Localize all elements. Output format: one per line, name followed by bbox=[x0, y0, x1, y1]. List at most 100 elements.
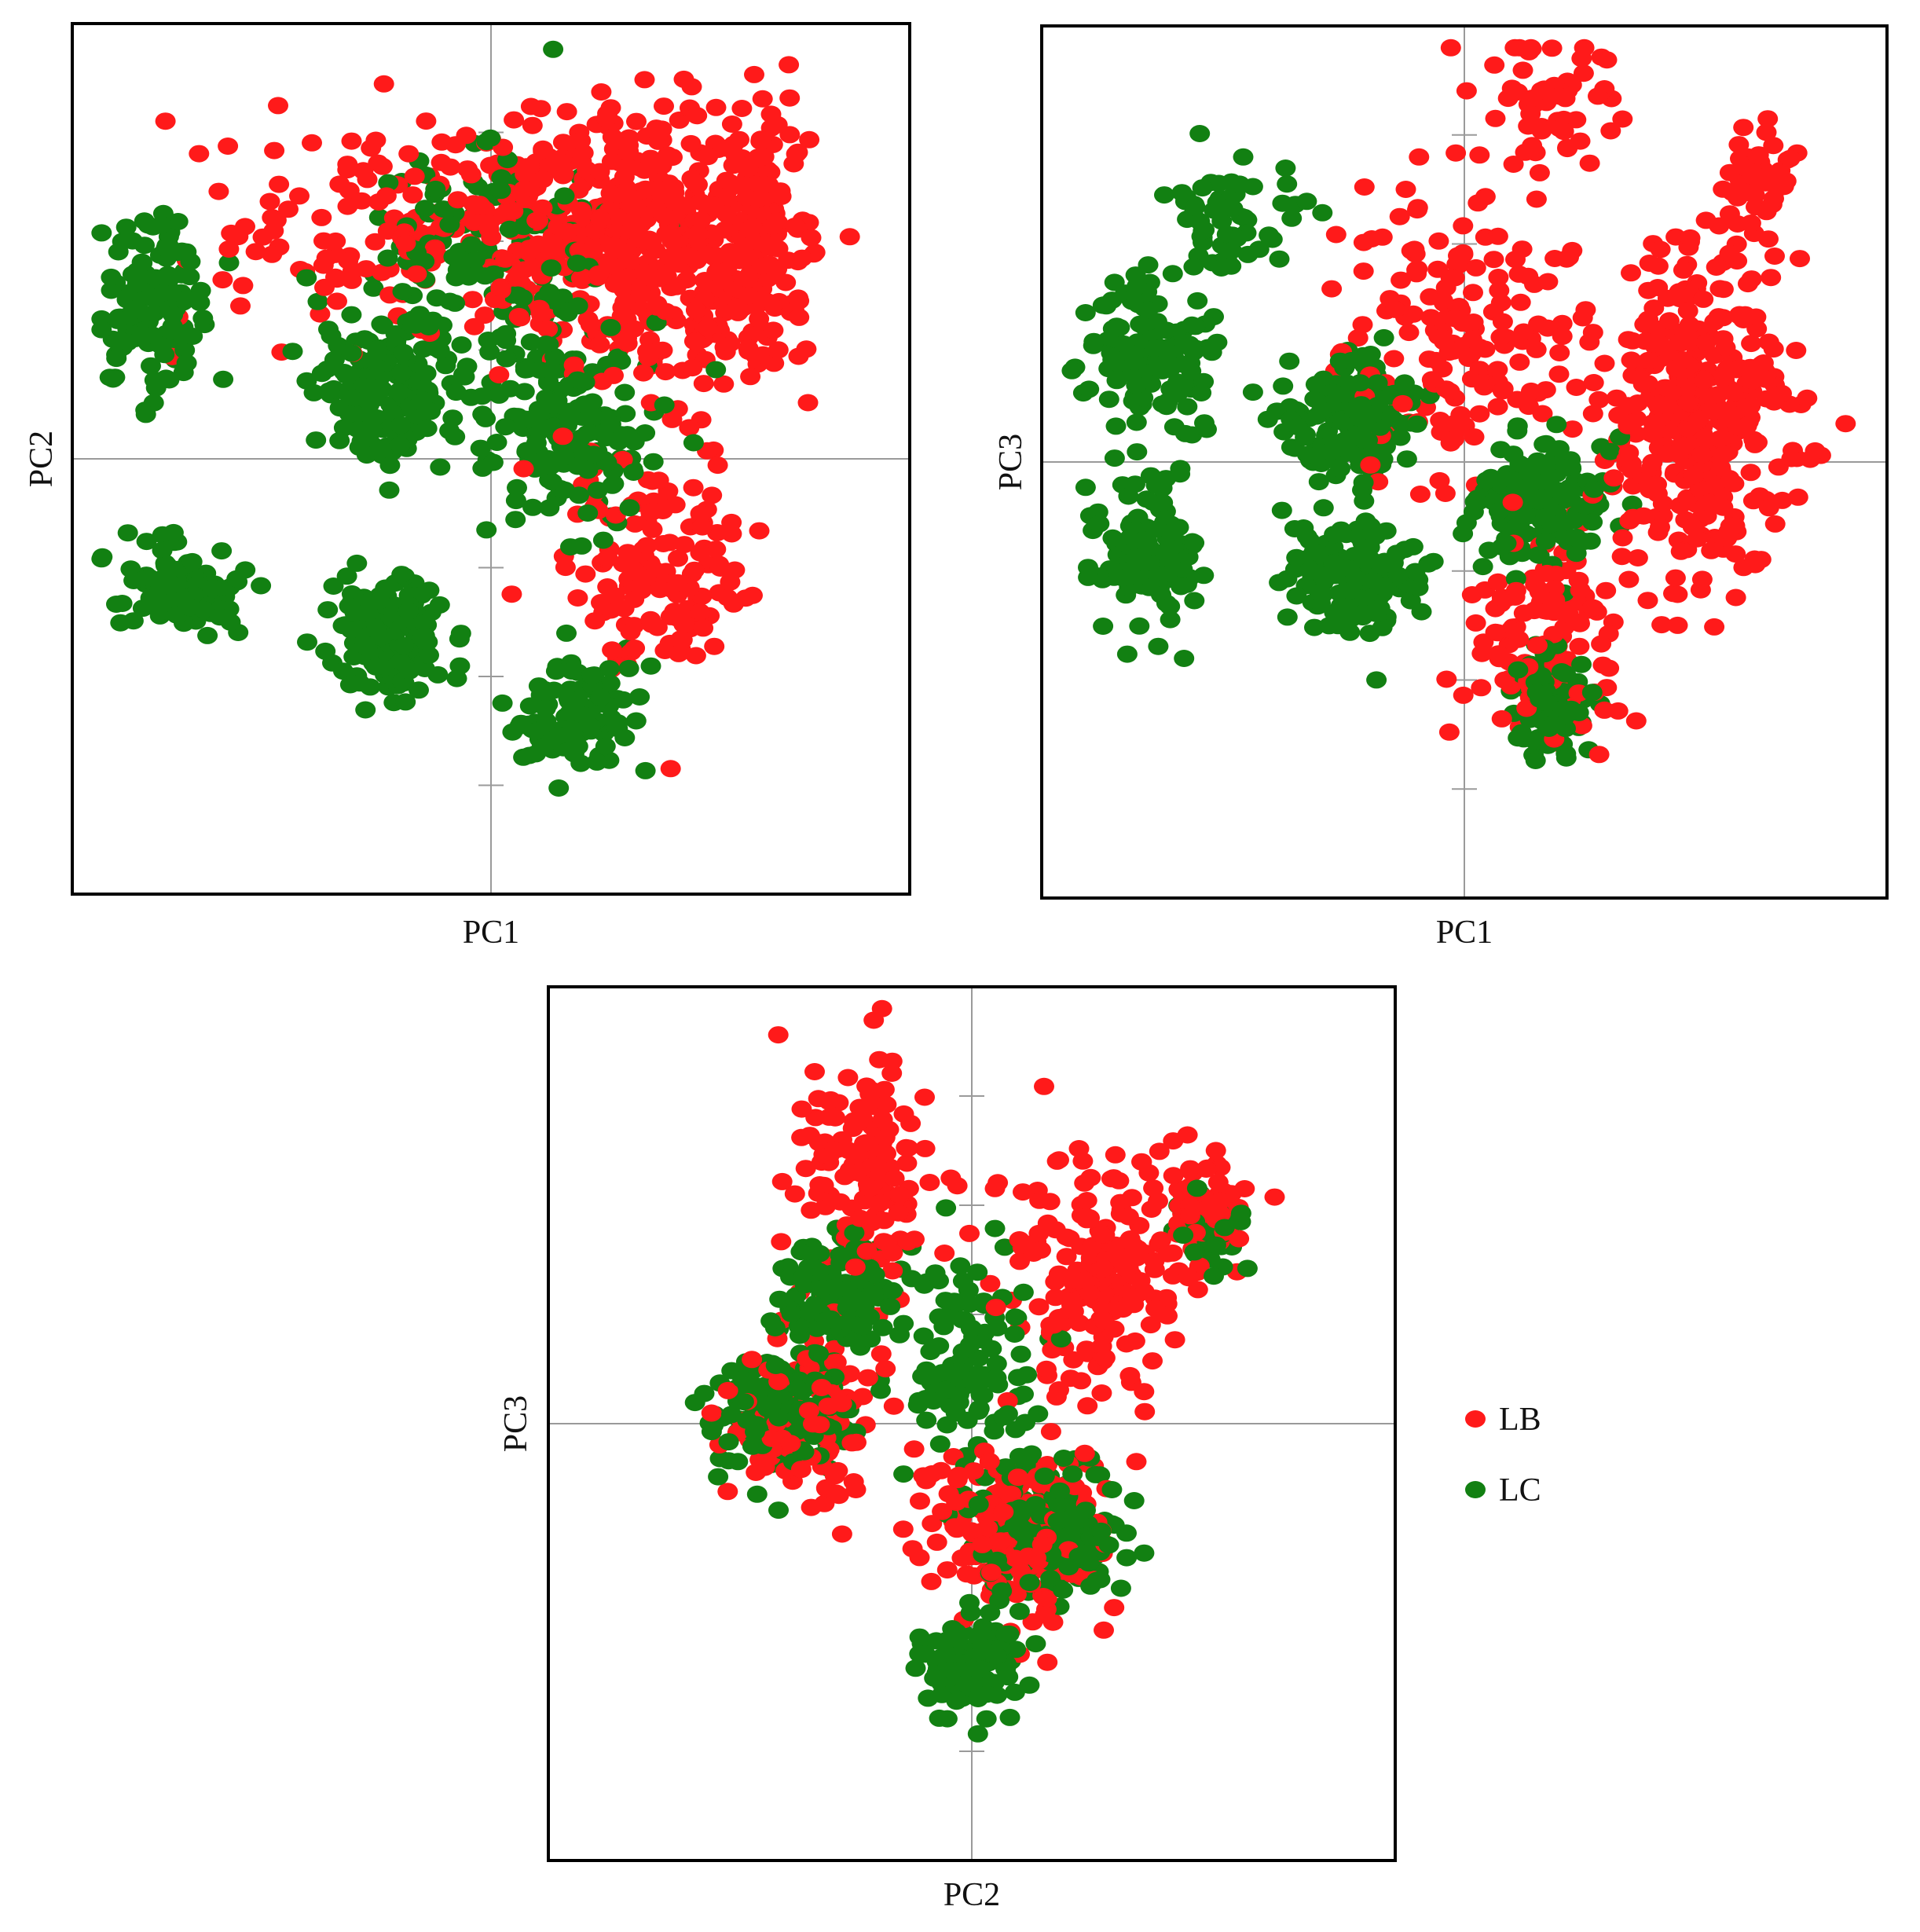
data-point-lb bbox=[705, 541, 727, 559]
data-point-lb bbox=[1131, 1153, 1152, 1171]
data-point-lc bbox=[1025, 1635, 1046, 1653]
data-point-lb bbox=[1562, 241, 1583, 259]
data-point-lb bbox=[1469, 146, 1490, 164]
data-point-lc bbox=[1171, 184, 1193, 202]
data-point-lc bbox=[1040, 1570, 1061, 1588]
data-point-lc bbox=[369, 592, 390, 610]
data-point-lc bbox=[486, 434, 507, 451]
data-point-lb bbox=[341, 132, 362, 150]
data-point-lb bbox=[640, 149, 661, 167]
data-point-lb bbox=[687, 225, 709, 243]
data-point-lb bbox=[1465, 614, 1486, 632]
data-point-lb bbox=[1497, 90, 1519, 108]
data-point-lb bbox=[1526, 340, 1547, 358]
data-point-lb bbox=[1040, 1423, 1061, 1441]
data-point-lc bbox=[1090, 1522, 1112, 1540]
data-point-lc bbox=[941, 1662, 962, 1679]
data-point-lc bbox=[590, 688, 611, 706]
data-point-lc bbox=[388, 383, 409, 401]
data-point-lb bbox=[1582, 599, 1603, 617]
data-point-lc bbox=[1555, 749, 1577, 767]
data-point-lc bbox=[426, 289, 447, 307]
data-point-lc bbox=[507, 478, 527, 497]
data-point-lb bbox=[1537, 273, 1559, 291]
data-point-lb bbox=[602, 128, 623, 146]
panel-pc2-pc3: PC2 PC3 bbox=[498, 985, 1397, 1913]
data-point-lb bbox=[1570, 581, 1591, 599]
data-point-lc bbox=[218, 254, 240, 272]
data-point-lb bbox=[1465, 258, 1486, 277]
data-point-lb bbox=[1643, 299, 1665, 317]
data-point-lc bbox=[567, 691, 588, 709]
data-point-lc bbox=[392, 283, 413, 301]
data-point-lc bbox=[1010, 1345, 1031, 1363]
data-point-lb bbox=[828, 1487, 849, 1505]
data-point-lc bbox=[1028, 1405, 1049, 1423]
data-point-lc bbox=[1555, 459, 1577, 477]
data-point-lc bbox=[915, 1645, 936, 1663]
data-point-lc bbox=[1325, 439, 1347, 457]
data-point-lc bbox=[445, 383, 467, 401]
data-point-lc bbox=[476, 521, 497, 539]
data-point-lc bbox=[1366, 671, 1387, 689]
data-point-lb bbox=[596, 109, 617, 127]
data-point-lc bbox=[592, 531, 614, 549]
data-point-lb bbox=[1549, 344, 1570, 361]
data-point-lc bbox=[1369, 418, 1391, 436]
data-point-lc bbox=[1009, 1447, 1030, 1465]
data-point-lb bbox=[456, 126, 477, 145]
data-point-lb bbox=[1385, 300, 1406, 318]
data-point-lc bbox=[91, 224, 112, 242]
data-point-lc bbox=[929, 1435, 951, 1453]
data-point-lc bbox=[179, 268, 200, 286]
data-point-lb bbox=[1594, 354, 1615, 372]
data-point-lb bbox=[431, 133, 453, 151]
data-point-lb bbox=[856, 1242, 878, 1260]
data-point-lb bbox=[1049, 1151, 1069, 1169]
data-point-lc bbox=[1296, 192, 1317, 211]
data-point-lb bbox=[1094, 1621, 1114, 1639]
data-point-lc bbox=[1408, 579, 1429, 596]
data-point-lb bbox=[936, 1561, 958, 1579]
data-point-lc bbox=[1272, 194, 1293, 212]
data-point-lc bbox=[554, 448, 575, 466]
data-point-lc bbox=[1541, 515, 1563, 533]
data-point-lc bbox=[1582, 513, 1603, 531]
data-point-lc bbox=[141, 326, 163, 344]
data-point-lb bbox=[1406, 261, 1427, 279]
data-point-lb bbox=[1702, 403, 1723, 421]
data-point-lb bbox=[1483, 251, 1504, 269]
data-point-lc bbox=[323, 577, 344, 595]
data-point-lb bbox=[1321, 280, 1343, 298]
data-point-lc bbox=[91, 321, 112, 339]
data-point-lb bbox=[155, 112, 176, 130]
data-point-lc bbox=[1279, 352, 1300, 370]
data-point-lb bbox=[897, 1233, 918, 1251]
data-point-lc bbox=[1211, 259, 1232, 277]
data-point-lb bbox=[672, 631, 693, 649]
data-point-lc bbox=[872, 1318, 893, 1336]
data-point-lc bbox=[1177, 398, 1198, 416]
data-point-lb bbox=[795, 1160, 816, 1178]
data-point-lc bbox=[461, 236, 482, 254]
data-point-lb bbox=[1450, 405, 1471, 423]
data-point-lb bbox=[1509, 353, 1530, 371]
data-point-lb bbox=[356, 260, 377, 278]
data-point-lb bbox=[1144, 1252, 1165, 1270]
data-point-lb bbox=[636, 569, 657, 587]
data-point-lc bbox=[334, 364, 355, 381]
data-point-lb bbox=[1453, 217, 1474, 235]
data-point-lb bbox=[797, 394, 819, 412]
data-point-lb bbox=[447, 191, 468, 209]
data-point-lc bbox=[351, 432, 372, 450]
data-point-lb bbox=[791, 249, 812, 267]
data-point-lc bbox=[1355, 512, 1376, 530]
data-point-lc bbox=[1155, 564, 1176, 582]
data-point-lb bbox=[801, 229, 822, 247]
data-point-lc bbox=[363, 279, 384, 297]
data-point-lb bbox=[1742, 492, 1764, 510]
data-point-lb bbox=[1652, 495, 1673, 513]
data-point-lb bbox=[713, 375, 735, 393]
data-point-lc bbox=[505, 492, 526, 510]
data-point-lb bbox=[1728, 136, 1750, 154]
